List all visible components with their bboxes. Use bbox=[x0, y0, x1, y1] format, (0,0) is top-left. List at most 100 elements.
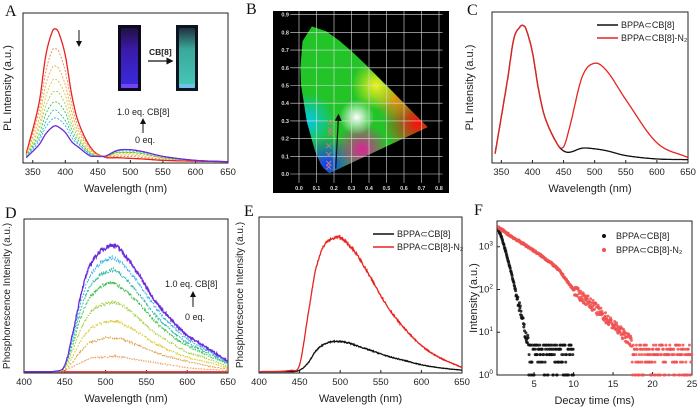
plot-frame bbox=[22, 12, 229, 164]
data-point bbox=[606, 314, 610, 318]
data-point bbox=[664, 360, 668, 364]
x-tick-label: 650 bbox=[680, 167, 696, 178]
data-point bbox=[585, 297, 589, 301]
data-point bbox=[629, 336, 633, 340]
series-line-2 bbox=[494, 24, 689, 159]
data-point bbox=[557, 360, 561, 364]
data-point bbox=[668, 343, 672, 347]
x-tick-label: 0.0 bbox=[295, 186, 303, 192]
annotation-d-top: 1.0 eq. CB[8] bbox=[165, 279, 218, 289]
data-point bbox=[550, 343, 554, 347]
y-tick-label: 103 bbox=[479, 241, 494, 253]
cie-point-marker bbox=[325, 151, 332, 158]
series-line-1 bbox=[25, 28, 228, 163]
series-line-2 bbox=[259, 234, 463, 373]
data-point bbox=[532, 373, 536, 377]
y-axis-label: Phosphorescence Intensity (a.u.) bbox=[2, 223, 13, 369]
x-tick-label: 450 bbox=[292, 377, 308, 388]
panel-f-decay: 5 10 15 20 25 Decay time (ms) Intensity (a.u.)… bbox=[468, 220, 698, 407]
x-tick-label: 0.1 bbox=[313, 186, 321, 192]
data-point bbox=[640, 360, 644, 364]
x-tick-label: 350 bbox=[25, 167, 41, 178]
x-tick-label: 0.7 bbox=[418, 186, 426, 192]
data-point bbox=[514, 289, 518, 293]
data-point bbox=[640, 353, 644, 357]
data-point bbox=[686, 373, 690, 377]
y-tick-label: 101 bbox=[479, 326, 494, 338]
data-point bbox=[657, 347, 661, 351]
data-point bbox=[684, 360, 688, 364]
data-point bbox=[653, 360, 657, 364]
y-tick-label: 0.5 bbox=[281, 84, 289, 90]
y-axis-label: Phosphorescence Intensity (a.u.) bbox=[235, 222, 246, 368]
x-tick-label: 10 bbox=[568, 379, 579, 390]
data-point bbox=[601, 312, 605, 316]
data-point bbox=[522, 325, 526, 329]
data-point bbox=[688, 373, 692, 377]
data-point bbox=[564, 360, 568, 364]
data-point bbox=[546, 373, 550, 377]
x-axis-label: Wavelength (nm) bbox=[84, 393, 167, 405]
plot-frame bbox=[496, 220, 693, 376]
vial-photo-before bbox=[118, 25, 141, 91]
panel-letter-f: F bbox=[474, 202, 483, 219]
data-point bbox=[535, 353, 539, 357]
data-point bbox=[664, 343, 668, 347]
data-point bbox=[627, 332, 631, 336]
x-tick-label: 650 bbox=[220, 167, 236, 178]
data-point bbox=[667, 353, 671, 357]
data-point bbox=[660, 343, 664, 347]
legend-label: BPPA⊂CB[8] bbox=[616, 231, 669, 241]
data-point bbox=[559, 347, 563, 351]
y-tick-label: 0.8 bbox=[281, 30, 289, 36]
data-point bbox=[681, 347, 685, 351]
panel-c-pl-comparison: 350 400 450 500 550 600 650 Wavelength (nm) PL I… bbox=[464, 11, 696, 195]
x-tick-label: 400 bbox=[16, 377, 32, 388]
data-point bbox=[502, 243, 506, 246]
plot-frame bbox=[23, 218, 229, 374]
y-tick-label: 0.9 bbox=[281, 13, 289, 19]
data-point bbox=[663, 373, 667, 377]
series-line-5 bbox=[24, 299, 229, 373]
data-point bbox=[594, 302, 598, 305]
vial-photo-after bbox=[176, 25, 198, 91]
x-tick-label: 500 bbox=[98, 377, 114, 388]
data-point bbox=[681, 343, 685, 347]
data-point bbox=[644, 343, 648, 347]
legend-label: BPPA⊂CB[8] bbox=[621, 20, 674, 30]
data-point bbox=[634, 360, 638, 364]
data-point bbox=[540, 347, 544, 351]
data-point bbox=[634, 343, 638, 347]
panel-letter-a: A bbox=[5, 3, 17, 20]
data-point bbox=[544, 347, 547, 351]
data-point bbox=[679, 360, 682, 364]
y-tick-label: 0.0 bbox=[281, 172, 289, 178]
x-tick-label: 0.5 bbox=[383, 186, 391, 192]
data-point bbox=[609, 318, 613, 322]
data-point bbox=[542, 353, 546, 357]
series-line-6 bbox=[25, 101, 228, 163]
x-tick-label: 650 bbox=[220, 377, 236, 388]
x-tick-label: 400 bbox=[525, 167, 541, 178]
data-point bbox=[518, 301, 521, 305]
data-point bbox=[603, 314, 607, 318]
data-point bbox=[543, 360, 547, 364]
data-point bbox=[591, 299, 595, 302]
x-tick-label: 25 bbox=[687, 379, 698, 390]
x-tick-label: 0.3 bbox=[348, 186, 356, 192]
data-point bbox=[658, 373, 662, 377]
data-point bbox=[584, 303, 588, 307]
data-point bbox=[518, 304, 522, 308]
data-point bbox=[552, 353, 556, 357]
data-point bbox=[513, 287, 517, 291]
series-line-1 bbox=[494, 24, 688, 161]
x-tick-label: 450 bbox=[90, 167, 106, 178]
data-point bbox=[681, 360, 685, 364]
x-tick-label: 500 bbox=[587, 167, 603, 178]
cie-point-marker bbox=[325, 160, 332, 167]
series-line-4 bbox=[25, 78, 228, 163]
data-point bbox=[534, 347, 537, 351]
x-axis-label: Decay time (ms) bbox=[554, 395, 634, 407]
data-point bbox=[687, 343, 691, 347]
data-point bbox=[621, 337, 625, 341]
